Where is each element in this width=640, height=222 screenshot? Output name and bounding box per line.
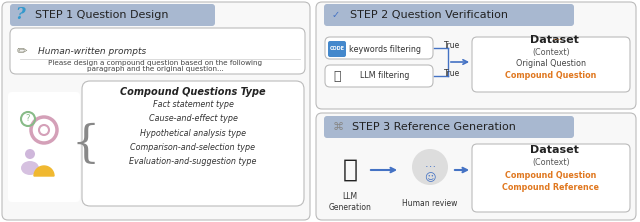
Text: {: { [72, 122, 100, 166]
Text: CODE: CODE [330, 46, 344, 52]
Text: Cause-and-effect type: Cause-and-effect type [148, 115, 237, 123]
Text: Compound Question: Compound Question [506, 71, 596, 81]
Text: …: … [424, 159, 436, 169]
Text: Dataset: Dataset [530, 145, 579, 155]
Text: ?: ? [15, 6, 25, 24]
Text: Compound Question: Compound Question [506, 170, 596, 180]
Text: Comparison-and-selection type: Comparison-and-selection type [131, 143, 255, 151]
FancyBboxPatch shape [316, 2, 636, 109]
Text: Evaluation-and-suggestion type: Evaluation-and-suggestion type [129, 157, 257, 165]
Text: (Context): (Context) [532, 48, 570, 57]
Text: Hypothetical analysis type: Hypothetical analysis type [140, 129, 246, 137]
Text: keywords filtering: keywords filtering [349, 44, 421, 54]
FancyBboxPatch shape [10, 28, 305, 74]
FancyBboxPatch shape [325, 65, 433, 87]
Text: STEP 2 Question Verification: STEP 2 Question Verification [350, 10, 508, 20]
Circle shape [25, 149, 35, 159]
Text: Dataset: Dataset [530, 35, 579, 45]
Text: ⌘: ⌘ [332, 122, 344, 132]
Text: ✓: ✓ [332, 10, 340, 20]
Text: ⋯: ⋯ [553, 36, 561, 44]
FancyBboxPatch shape [324, 116, 574, 138]
FancyBboxPatch shape [472, 144, 630, 212]
Text: ⦿: ⦿ [333, 69, 340, 83]
FancyBboxPatch shape [10, 4, 215, 26]
Text: STEP 1 Question Design: STEP 1 Question Design [35, 10, 168, 20]
Text: Original Question: Original Question [516, 59, 586, 69]
FancyBboxPatch shape [8, 92, 80, 202]
FancyBboxPatch shape [324, 4, 574, 26]
Text: ✏: ✏ [17, 46, 28, 59]
Text: True: True [444, 69, 460, 77]
Text: Human review: Human review [403, 200, 458, 208]
Text: Fact statement type: Fact statement type [152, 101, 234, 109]
FancyBboxPatch shape [325, 37, 433, 59]
Text: (Context): (Context) [532, 159, 570, 168]
Text: LLM filtering: LLM filtering [360, 71, 410, 81]
FancyBboxPatch shape [472, 37, 630, 92]
Circle shape [412, 149, 448, 185]
Text: ⦵: ⦵ [342, 158, 358, 182]
FancyBboxPatch shape [2, 2, 310, 220]
Text: Please design a compound question based on the following
paragraph and the origi: Please design a compound question based … [48, 59, 262, 73]
Text: ☺: ☺ [424, 173, 436, 183]
Text: Compound Questions Type: Compound Questions Type [120, 87, 266, 97]
Text: LLM
Generation: LLM Generation [328, 192, 371, 212]
Text: True: True [444, 42, 460, 50]
Text: Compound Reference: Compound Reference [502, 182, 600, 192]
FancyBboxPatch shape [316, 113, 636, 220]
Ellipse shape [21, 161, 39, 175]
Text: ?: ? [26, 115, 30, 123]
FancyBboxPatch shape [328, 41, 346, 57]
Text: Human-written prompts: Human-written prompts [38, 48, 147, 57]
Text: STEP 3 Reference Generation: STEP 3 Reference Generation [352, 122, 516, 132]
FancyBboxPatch shape [82, 81, 304, 206]
Wedge shape [34, 166, 54, 176]
